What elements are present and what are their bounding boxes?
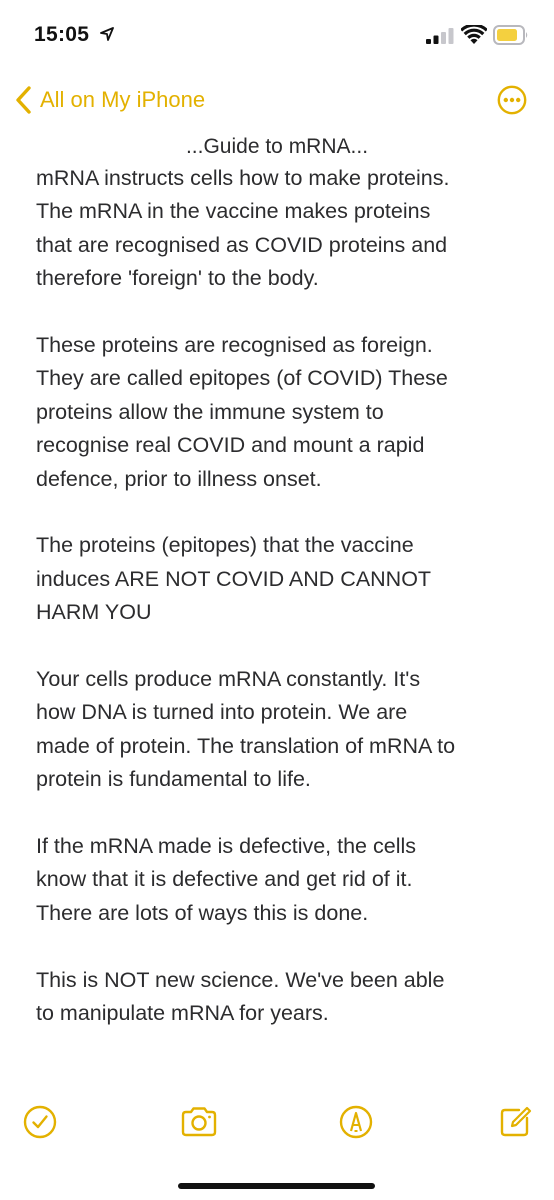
battery-icon bbox=[493, 25, 528, 45]
chevron-left-icon bbox=[16, 86, 31, 114]
home-indicator[interactable] bbox=[178, 1183, 375, 1189]
note-paragraph: Your cells produce mRNA constantly. It's… bbox=[36, 667, 456, 792]
wifi-icon bbox=[461, 25, 487, 44]
back-button[interactable]: All on My iPhone bbox=[8, 78, 205, 122]
checklist-button[interactable] bbox=[22, 1104, 58, 1140]
note-title[interactable]: ...Guide to mRNA... bbox=[185, 135, 369, 158]
cellular-signal-icon bbox=[426, 28, 454, 44]
note-paragraph: The proteins (epitopes) that the vaccine… bbox=[36, 533, 432, 625]
back-label: All on My iPhone bbox=[40, 87, 206, 112]
note-paragraph: These proteins are recognised as foreign… bbox=[36, 333, 448, 491]
camera-button[interactable] bbox=[179, 1104, 219, 1140]
note-paragraph: mRNA instructs cells how to make protein… bbox=[36, 166, 450, 291]
note-paragraph: If the mRNA made is defective, the cells… bbox=[36, 834, 416, 925]
markup-button[interactable] bbox=[338, 1104, 374, 1140]
status-bar: 15:05 bbox=[0, 0, 554, 70]
status-time: 15:05 bbox=[34, 23, 90, 46]
note-body[interactable]: mRNA instructs cells how to make protein… bbox=[36, 162, 526, 1064]
location-arrow-icon bbox=[100, 27, 114, 41]
compose-button[interactable] bbox=[497, 1104, 533, 1140]
ellipsis-circle-icon[interactable] bbox=[497, 85, 527, 115]
note-paragraph: This is NOT new science. We've been able… bbox=[36, 967, 445, 1026]
